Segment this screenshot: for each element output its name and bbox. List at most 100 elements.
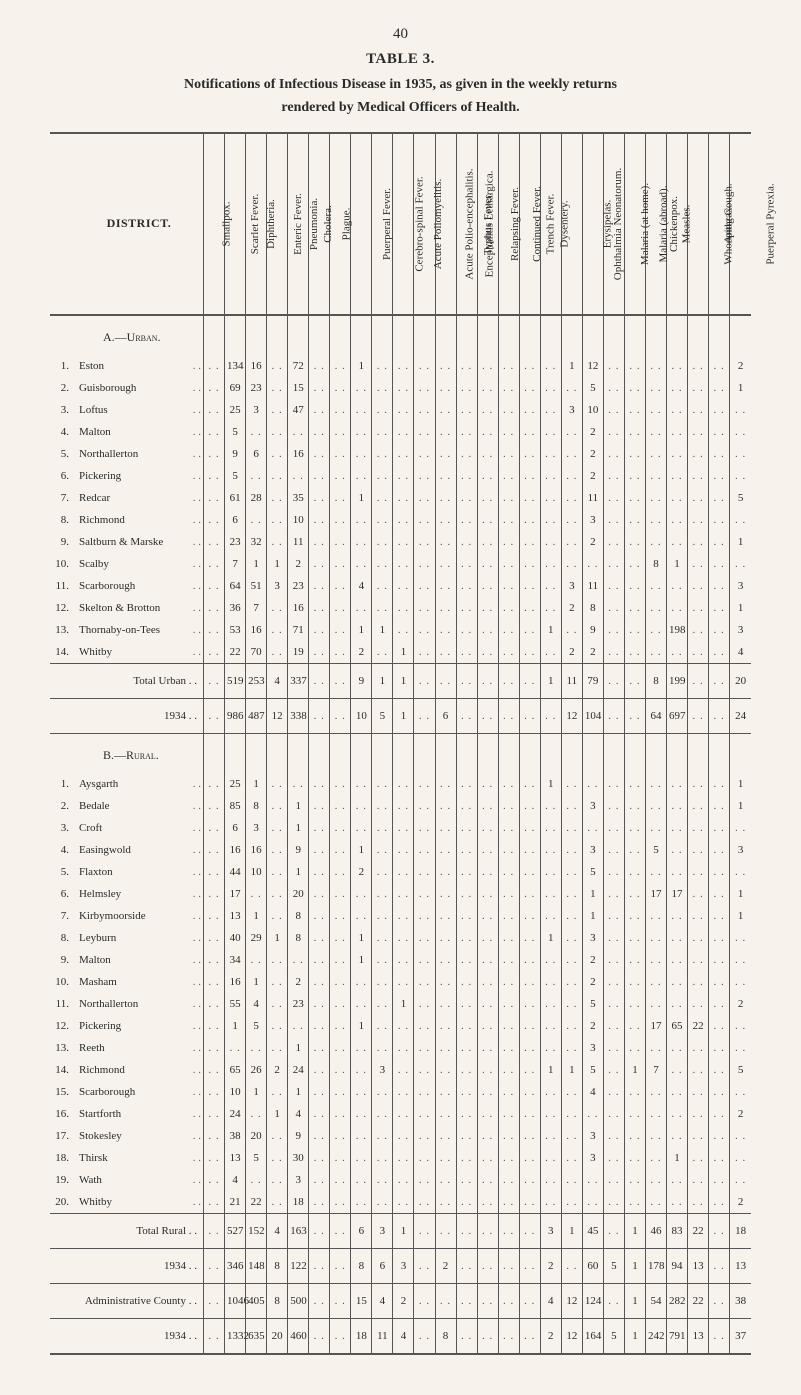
cell: . . [414, 839, 435, 861]
cell: . . [645, 641, 666, 664]
cell: 6 [225, 509, 246, 531]
cell: 20 [246, 1125, 267, 1147]
cell: . . [393, 531, 414, 553]
cell: . . [667, 971, 688, 993]
col-head: Continued Fever. [498, 133, 519, 315]
cell: 9 [351, 664, 372, 699]
cell: 1 [351, 927, 372, 949]
cell: . . [267, 971, 288, 993]
cell: . . [372, 355, 393, 377]
cell: . . [688, 355, 709, 377]
cell: 54 [645, 1284, 666, 1319]
cell: . . [498, 553, 519, 575]
blank-head [50, 133, 75, 315]
cell: . . [519, 883, 540, 905]
cell: . . [561, 1125, 582, 1147]
cell: . . [498, 664, 519, 699]
cell: 1 [393, 664, 414, 699]
cell: . . [582, 1169, 603, 1191]
cell: . . [603, 487, 624, 509]
cell: . . [645, 575, 666, 597]
cell: 791 [667, 1319, 688, 1354]
cell: . . [645, 795, 666, 817]
district-name: Thornaby-on-Tees. . [75, 619, 204, 641]
cell: 2 [582, 531, 603, 553]
cell: . . [309, 487, 330, 509]
cell: 986 [225, 699, 246, 734]
cell: 32 [246, 531, 267, 553]
cell: 2 [351, 861, 372, 883]
cell: . . [477, 1147, 498, 1169]
cell: . . [561, 531, 582, 553]
district-name: Whitby. . [75, 1191, 204, 1214]
cell: . . [688, 1081, 709, 1103]
cell: . . [561, 839, 582, 861]
cell: . . [414, 487, 435, 509]
cell: . . [624, 531, 645, 553]
cell: 1 [246, 773, 267, 795]
cell: 4 [730, 641, 751, 664]
cell: 3 [372, 1214, 393, 1249]
cell: . . [435, 795, 456, 817]
total-label: Total Rural . . [75, 1214, 204, 1249]
cell: 24 [288, 1059, 309, 1081]
cell: . . [456, 1319, 477, 1354]
cell: 1 [246, 1081, 267, 1103]
cell: . . [709, 839, 730, 861]
cell: . . [372, 817, 393, 839]
cell: . . [456, 817, 477, 839]
cell: . . [709, 553, 730, 575]
row-number: 14. [50, 641, 75, 664]
row-number: 12. [50, 1015, 75, 1037]
cell: . . [477, 1169, 498, 1191]
cell: 22 [688, 1214, 709, 1249]
cell: . . [519, 927, 540, 949]
cell: 65 [225, 1059, 246, 1081]
cell: . . [519, 664, 540, 699]
cell: . . [688, 861, 709, 883]
cell: . . [498, 1103, 519, 1125]
cell: . . [372, 993, 393, 1015]
cell: . . [456, 1147, 477, 1169]
cell: 1 [561, 1214, 582, 1249]
cell: . . [603, 664, 624, 699]
cell: . . [561, 1015, 582, 1037]
cell: . . [709, 905, 730, 927]
cell: . . [309, 553, 330, 575]
cell: 10 [225, 1081, 246, 1103]
cell: . . [414, 1125, 435, 1147]
cell: . . [204, 443, 225, 465]
cell: . . [477, 664, 498, 699]
cell: . . [709, 993, 730, 1015]
cell: . . [309, 619, 330, 641]
cell: 1 [246, 905, 267, 927]
cell: . . [414, 377, 435, 399]
cell: . . [372, 465, 393, 487]
cell: . . [498, 927, 519, 949]
row-number [50, 699, 75, 734]
cell: . . [309, 531, 330, 553]
table-row: 13.Thornaby-on-Tees. .. .5316. .71. .. .… [50, 619, 751, 641]
cell: . . [204, 993, 225, 1015]
cell: . . [372, 861, 393, 883]
row-number: 4. [50, 839, 75, 861]
cell: . . [204, 509, 225, 531]
cell: . . [645, 1169, 666, 1191]
cell: . . [204, 1037, 225, 1059]
cell: . . [624, 1015, 645, 1037]
cell: 6 [372, 1249, 393, 1284]
cell: . . [435, 597, 456, 619]
cell: . . [645, 487, 666, 509]
cell: . . [477, 575, 498, 597]
cell: . . [267, 531, 288, 553]
cell: . . [519, 509, 540, 531]
cell: . . [267, 795, 288, 817]
cell: . . [519, 641, 540, 664]
cell: 64 [645, 699, 666, 734]
cell: . . [393, 443, 414, 465]
cell: . . [603, 1059, 624, 1081]
cell: . . [645, 377, 666, 399]
cell: . . [351, 399, 372, 421]
cell: . . [204, 1214, 225, 1249]
cell: 9 [582, 619, 603, 641]
